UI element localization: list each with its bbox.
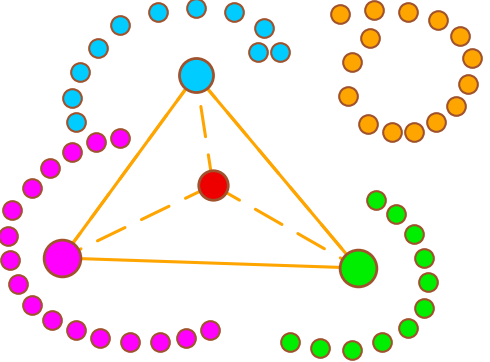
Point	[126, 339, 134, 345]
Point	[254, 49, 262, 55]
Point	[344, 93, 352, 99]
Point	[364, 121, 372, 127]
Point	[366, 35, 374, 41]
Point	[182, 335, 190, 341]
Point	[230, 9, 238, 15]
Point	[336, 11, 344, 17]
Point	[46, 165, 54, 171]
Point	[92, 139, 100, 145]
Point	[424, 279, 432, 285]
Point	[72, 327, 80, 333]
Point	[206, 327, 214, 333]
Point	[420, 255, 428, 261]
Point	[316, 345, 324, 351]
Point	[48, 317, 56, 323]
Point	[72, 119, 80, 125]
Point	[76, 69, 84, 75]
Point	[348, 347, 356, 353]
Point	[14, 281, 22, 287]
Point	[434, 17, 442, 23]
Point	[370, 7, 378, 13]
Point	[354, 265, 362, 271]
Point	[410, 129, 418, 135]
Point	[156, 339, 164, 345]
Point	[378, 339, 386, 345]
Point	[94, 45, 102, 51]
Point	[28, 185, 36, 191]
Point	[154, 9, 162, 15]
Point	[404, 325, 412, 331]
Point	[420, 305, 428, 311]
Point	[28, 302, 36, 308]
Point	[116, 135, 124, 141]
Point	[6, 257, 14, 263]
Point	[8, 207, 16, 213]
Point	[116, 22, 124, 28]
Point	[4, 233, 12, 239]
Point	[464, 81, 472, 87]
Point	[348, 59, 356, 65]
Point	[68, 149, 76, 155]
Point	[404, 9, 412, 15]
Point	[388, 129, 396, 135]
Point	[456, 33, 464, 39]
Point	[96, 335, 104, 341]
Point	[209, 182, 217, 188]
Point	[372, 197, 380, 203]
Point	[276, 49, 284, 55]
Point	[192, 5, 200, 11]
Point	[192, 72, 200, 78]
Point	[260, 25, 268, 31]
Point	[452, 103, 460, 109]
Point	[286, 339, 294, 345]
Point	[68, 95, 76, 101]
Point	[410, 231, 418, 237]
Point	[432, 119, 440, 125]
Point	[468, 55, 476, 61]
Point	[392, 211, 400, 217]
Point	[58, 255, 66, 261]
